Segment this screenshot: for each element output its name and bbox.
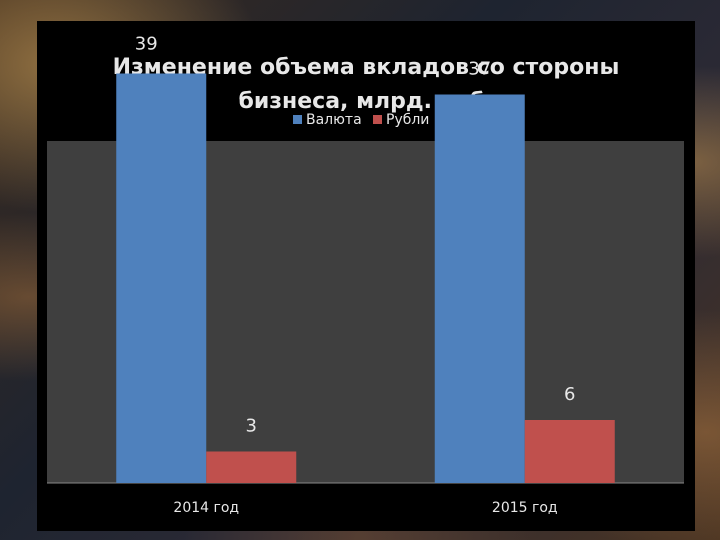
bar-chart: 39 3 2014 год 37 6 2015 год Валюта Рубли (47, 34, 684, 516)
bar-valuta-2 (434, 94, 525, 483)
data-label-rubli-1: 3 (246, 416, 257, 437)
bar-valuta-1 (116, 73, 207, 483)
bar-rubli-1 (206, 451, 297, 483)
bar-rubli-2 (524, 420, 615, 483)
x-tick-label-1: 2014 год (173, 500, 239, 516)
data-label-rubli-2: 6 (564, 384, 575, 405)
chart-panel: Изменение объема вкладов со стороны бизн… (37, 21, 695, 531)
legend-item-rubli-swatch (373, 115, 382, 124)
legend-item-valuta-swatch (293, 115, 302, 124)
legend-item-valuta-label: Валюта (306, 112, 362, 128)
data-label-valuta-1: 39 (135, 34, 158, 55)
data-label-valuta-2: 37 (468, 59, 491, 80)
legend-item-rubli-label: Рубли (386, 112, 429, 128)
x-tick-label-2: 2015 год (492, 500, 558, 516)
